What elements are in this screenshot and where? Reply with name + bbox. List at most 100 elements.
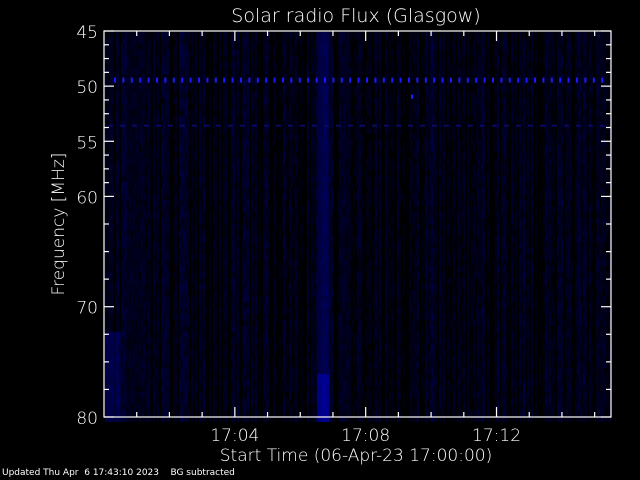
heatmap-cell	[209, 68, 211, 74]
heatmap-cell	[291, 308, 293, 314]
heatmap-cell	[265, 62, 267, 68]
heatmap-cell	[235, 164, 237, 170]
heatmap-cell	[273, 122, 275, 128]
heatmap-cell	[121, 314, 123, 320]
heatmap-cell	[263, 74, 265, 80]
heatmap-cell	[141, 296, 143, 302]
heatmap-cell	[167, 200, 169, 206]
heatmap-cell	[195, 86, 197, 92]
heatmap-cell	[285, 362, 287, 368]
heatmap-cell	[267, 254, 269, 260]
heatmap-cell	[223, 392, 225, 398]
heatmap-cell	[107, 362, 109, 368]
heatmap-cell	[119, 392, 121, 398]
heatmap-cell	[165, 140, 167, 146]
heatmap-cell	[281, 212, 283, 218]
heatmap-cell	[263, 386, 265, 392]
heatmap-cell	[163, 38, 165, 44]
heatmap-cell	[295, 164, 297, 170]
heatmap-cell	[125, 272, 127, 278]
heatmap-cell	[285, 278, 287, 284]
heatmap-cell	[149, 32, 151, 38]
heatmap-cell	[265, 236, 267, 242]
heatmap-cell	[143, 338, 145, 344]
heatmap-cell	[125, 176, 127, 182]
heatmap-cell	[285, 248, 287, 254]
heatmap-cell	[255, 254, 257, 260]
heatmap-cell	[209, 224, 211, 230]
heatmap-cell	[251, 158, 253, 164]
heatmap-cell	[263, 164, 265, 170]
heatmap-cell	[255, 368, 257, 374]
heatmap-cell	[299, 194, 301, 200]
heatmap-cell	[251, 152, 253, 158]
heatmap-cell	[155, 200, 157, 206]
heatmap-cell	[289, 314, 291, 320]
heatmap-cell	[201, 176, 203, 182]
heatmap-cell	[299, 146, 301, 152]
heatmap-cell	[245, 104, 247, 110]
heatmap-cell	[283, 74, 285, 80]
heatmap-cell	[223, 260, 225, 266]
heatmap-cell	[143, 224, 145, 230]
heatmap-cell	[117, 56, 119, 62]
heatmap-cell	[105, 98, 107, 104]
heatmap-cell	[163, 392, 165, 398]
heatmap-cell	[311, 332, 313, 338]
heatmap-cell	[237, 158, 239, 164]
heatmap-cell	[139, 188, 141, 194]
heatmap-cell	[319, 320, 321, 326]
heatmap-cell	[155, 338, 157, 344]
heatmap-cell	[297, 86, 299, 92]
heatmap-cell	[203, 32, 205, 38]
heatmap-cell	[311, 236, 313, 242]
heatmap-cell	[267, 56, 269, 62]
heatmap-cell	[255, 80, 257, 86]
heatmap-cell	[263, 338, 265, 344]
heatmap-cell	[255, 326, 257, 332]
heatmap-cell	[303, 380, 305, 386]
heatmap-cell	[179, 38, 181, 44]
heatmap-cell	[187, 50, 189, 56]
heatmap-cell	[131, 206, 133, 212]
heatmap-cell	[185, 56, 187, 62]
heatmap-cell	[297, 62, 299, 68]
heatmap-cell	[315, 410, 317, 416]
heatmap-cell	[147, 116, 149, 122]
heatmap-cell	[317, 344, 319, 350]
heatmap-cell	[189, 236, 191, 242]
heatmap-cell	[163, 404, 165, 410]
heatmap-cell	[317, 224, 319, 230]
heatmap-cell	[191, 224, 193, 230]
heatmap-cell	[135, 362, 137, 368]
heatmap-cell	[267, 284, 269, 290]
heatmap-cell	[141, 350, 143, 356]
heatmap-cell	[305, 248, 307, 254]
heatmap-cell	[315, 374, 317, 380]
heatmap-cell	[149, 50, 151, 56]
heatmap-cell	[213, 254, 215, 260]
heatmap-cell	[233, 344, 235, 350]
heatmap-cell	[165, 218, 167, 224]
heatmap-cell	[315, 176, 317, 182]
heatmap-cell	[273, 50, 275, 56]
heatmap-cell	[113, 404, 115, 410]
heatmap-cell	[105, 338, 107, 344]
heatmap-cell	[213, 164, 215, 170]
heatmap-cell	[283, 80, 285, 86]
heatmap-cell	[311, 362, 313, 368]
heatmap-cell	[293, 98, 295, 104]
heatmap-cell	[175, 296, 177, 302]
heatmap-cell	[283, 290, 285, 296]
heatmap-cell	[299, 164, 301, 170]
heatmap-cell	[293, 44, 295, 50]
heatmap-cell	[273, 368, 275, 374]
heatmap-cell	[253, 392, 255, 398]
heatmap-cell	[199, 296, 201, 302]
heatmap-cell	[321, 38, 323, 44]
heatmap-cell	[173, 80, 175, 86]
heatmap-cell	[167, 80, 169, 86]
heatmap-cell	[155, 290, 157, 296]
heatmap-cell	[133, 356, 135, 362]
heatmap-cell	[301, 206, 303, 212]
